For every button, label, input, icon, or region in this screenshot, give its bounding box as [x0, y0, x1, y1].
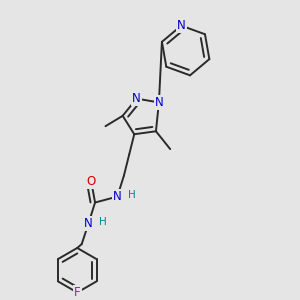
Text: N: N	[154, 96, 163, 109]
Text: N: N	[113, 190, 122, 203]
Text: O: O	[87, 175, 96, 188]
Text: N: N	[177, 19, 186, 32]
Text: H: H	[99, 217, 107, 227]
Text: H: H	[128, 190, 136, 200]
Text: N: N	[84, 217, 93, 230]
Text: F: F	[74, 286, 81, 299]
Text: N: N	[132, 92, 141, 105]
